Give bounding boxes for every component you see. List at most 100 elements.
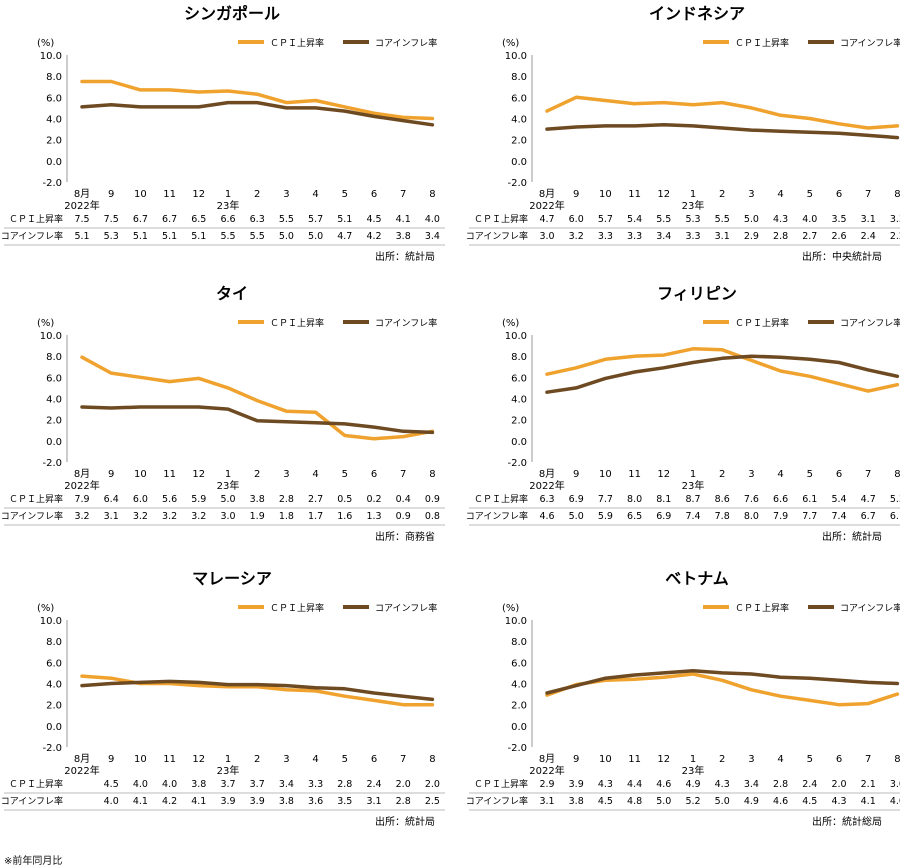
table-cell: 3.0	[890, 779, 900, 790]
x-tick-label: 8	[429, 469, 435, 480]
x-tick-label: 2	[719, 469, 725, 480]
table-cell: 7.4	[831, 511, 846, 522]
y-tick-label: 4.0	[511, 115, 527, 126]
table-row-label-1: ＣＰＩ上昇率	[9, 778, 63, 790]
series-line-1	[545, 95, 900, 130]
table-cell: 8.7	[685, 494, 700, 505]
x-tick-label: 8	[429, 754, 435, 765]
y-tick-label: -2.0	[42, 178, 62, 189]
y-tick-label: 10.0	[40, 616, 62, 627]
table-cell: 7.7	[598, 494, 613, 505]
legend: ＣＰＩ上昇率 コアインフレ率	[238, 317, 437, 329]
table-cell: 5.5	[220, 231, 235, 242]
legend-label-1: ＣＰＩ上昇率	[735, 317, 789, 329]
table-cell: 2.4	[802, 779, 817, 790]
table-cell: 3.4	[744, 779, 759, 790]
x-tick-label: 1	[225, 754, 231, 765]
x-tick-label: 11	[163, 189, 176, 200]
x-tick-label: 5	[342, 189, 348, 200]
y-tick-label: 4.0	[46, 395, 62, 406]
table-cell: 5.1	[191, 231, 206, 242]
x-tick-label: 4	[777, 189, 783, 200]
x-tick-label: 9	[108, 469, 114, 480]
table-cell: 4.4	[627, 779, 642, 790]
x-tick-label: 10	[599, 469, 612, 480]
table-cell: 1.8	[279, 511, 294, 522]
y-tick-label: 4.0	[46, 680, 62, 691]
legend: ＣＰＩ上昇率 コアインフレ率	[703, 602, 900, 614]
x-tick-label: 6	[371, 469, 377, 480]
table-cell: 7.9	[74, 494, 89, 505]
x-tick-label: 6	[371, 189, 377, 200]
y-tick-label: 2.0	[511, 416, 527, 427]
table-cell: 2.7	[308, 494, 323, 505]
data-table: ＣＰＩ上昇率 4.5 4.0 4.0 3.8 3.7 3.7 3.4 3.3 2.8 2.4 2.0 2…	[1, 778, 445, 811]
x-tick-label: 3	[748, 189, 754, 200]
x-tick-label: 3	[748, 754, 754, 765]
table-cell: 6.5	[191, 214, 206, 225]
series-line-2	[80, 679, 435, 702]
table-cell: 7.9	[773, 511, 788, 522]
y-tick-label: 10.0	[40, 51, 62, 62]
x-tick-label: 12	[192, 189, 205, 200]
table-cell: 4.7	[861, 494, 876, 505]
y-tick-label: 10.0	[505, 616, 527, 627]
y-tick-label: 6.0	[511, 373, 527, 384]
series-line-1	[80, 355, 435, 441]
x-tick-label: 8月	[74, 188, 90, 200]
y-tick-label: -2.0	[507, 743, 527, 754]
x-tick-label: 3	[283, 469, 289, 480]
legend: ＣＰＩ上昇率 コアインフレ率	[238, 602, 437, 614]
x-tick-label: 6	[836, 189, 842, 200]
x-tick-label: 4	[312, 189, 318, 200]
y-axis-label: (%)	[37, 318, 54, 329]
x-year-label: 23年	[217, 479, 240, 492]
table-cell: 6.0	[569, 214, 584, 225]
chart-title: ベトナム	[665, 569, 729, 588]
table-cell: 4.0	[162, 779, 177, 790]
table-cell: 3.7	[220, 779, 235, 790]
table-cell: 3.9	[250, 796, 265, 807]
table-cell: 6.1	[890, 511, 900, 522]
chart-title: シンガポール	[184, 4, 280, 23]
legend-label-2: コアインフレ率	[375, 37, 437, 49]
table-cell: 4.0	[425, 214, 440, 225]
legend-label-2: コアインフレ率	[375, 317, 437, 329]
y-tick-label: 10.0	[505, 51, 527, 62]
table-cell: 7.5	[74, 214, 89, 225]
x-year-label: 2022年	[64, 199, 99, 212]
table-cell: 4.3	[598, 779, 613, 790]
table-cell: 2.0	[425, 779, 440, 790]
table-cell: 2.8	[773, 231, 788, 242]
x-tick-label: 6	[836, 754, 842, 765]
y-tick-label: 6.0	[46, 373, 62, 384]
table-cell: 6.7	[133, 214, 148, 225]
table-cell: 3.4	[425, 231, 440, 242]
legend-label-1: ＣＰＩ上昇率	[735, 602, 789, 614]
table-cell: 3.6	[308, 796, 323, 807]
table-cell: 3.4	[656, 231, 671, 242]
table-row-label-1: ＣＰＩ上昇率	[9, 493, 63, 505]
source-note: 出所：統計総局	[812, 815, 882, 828]
y-tick-label: 6.0	[46, 93, 62, 104]
x-tick-label: 7	[865, 189, 871, 200]
x-tick-label: 10	[599, 189, 612, 200]
table-cell: 4.0	[802, 214, 817, 225]
table-cell: 3.3	[890, 214, 900, 225]
legend-label-1: ＣＰＩ上昇率	[270, 317, 324, 329]
x-tick-label: 9	[573, 754, 579, 765]
x-tick-label: 1	[225, 469, 231, 480]
table-cell: 4.6	[539, 511, 554, 522]
table-cell: 4.1	[861, 796, 876, 807]
table-cell: 4.8	[627, 796, 642, 807]
x-tick-label: 7	[865, 469, 871, 480]
y-tick-label: 8.0	[511, 637, 527, 648]
table-cell: 5.3	[685, 214, 700, 225]
table-cell: 2.8	[773, 779, 788, 790]
table-cell: 3.3	[685, 231, 700, 242]
series-line-1	[80, 79, 435, 121]
y-tick-label: 0.0	[46, 722, 62, 733]
legend: ＣＰＩ上昇率 コアインフレ率	[238, 37, 437, 49]
